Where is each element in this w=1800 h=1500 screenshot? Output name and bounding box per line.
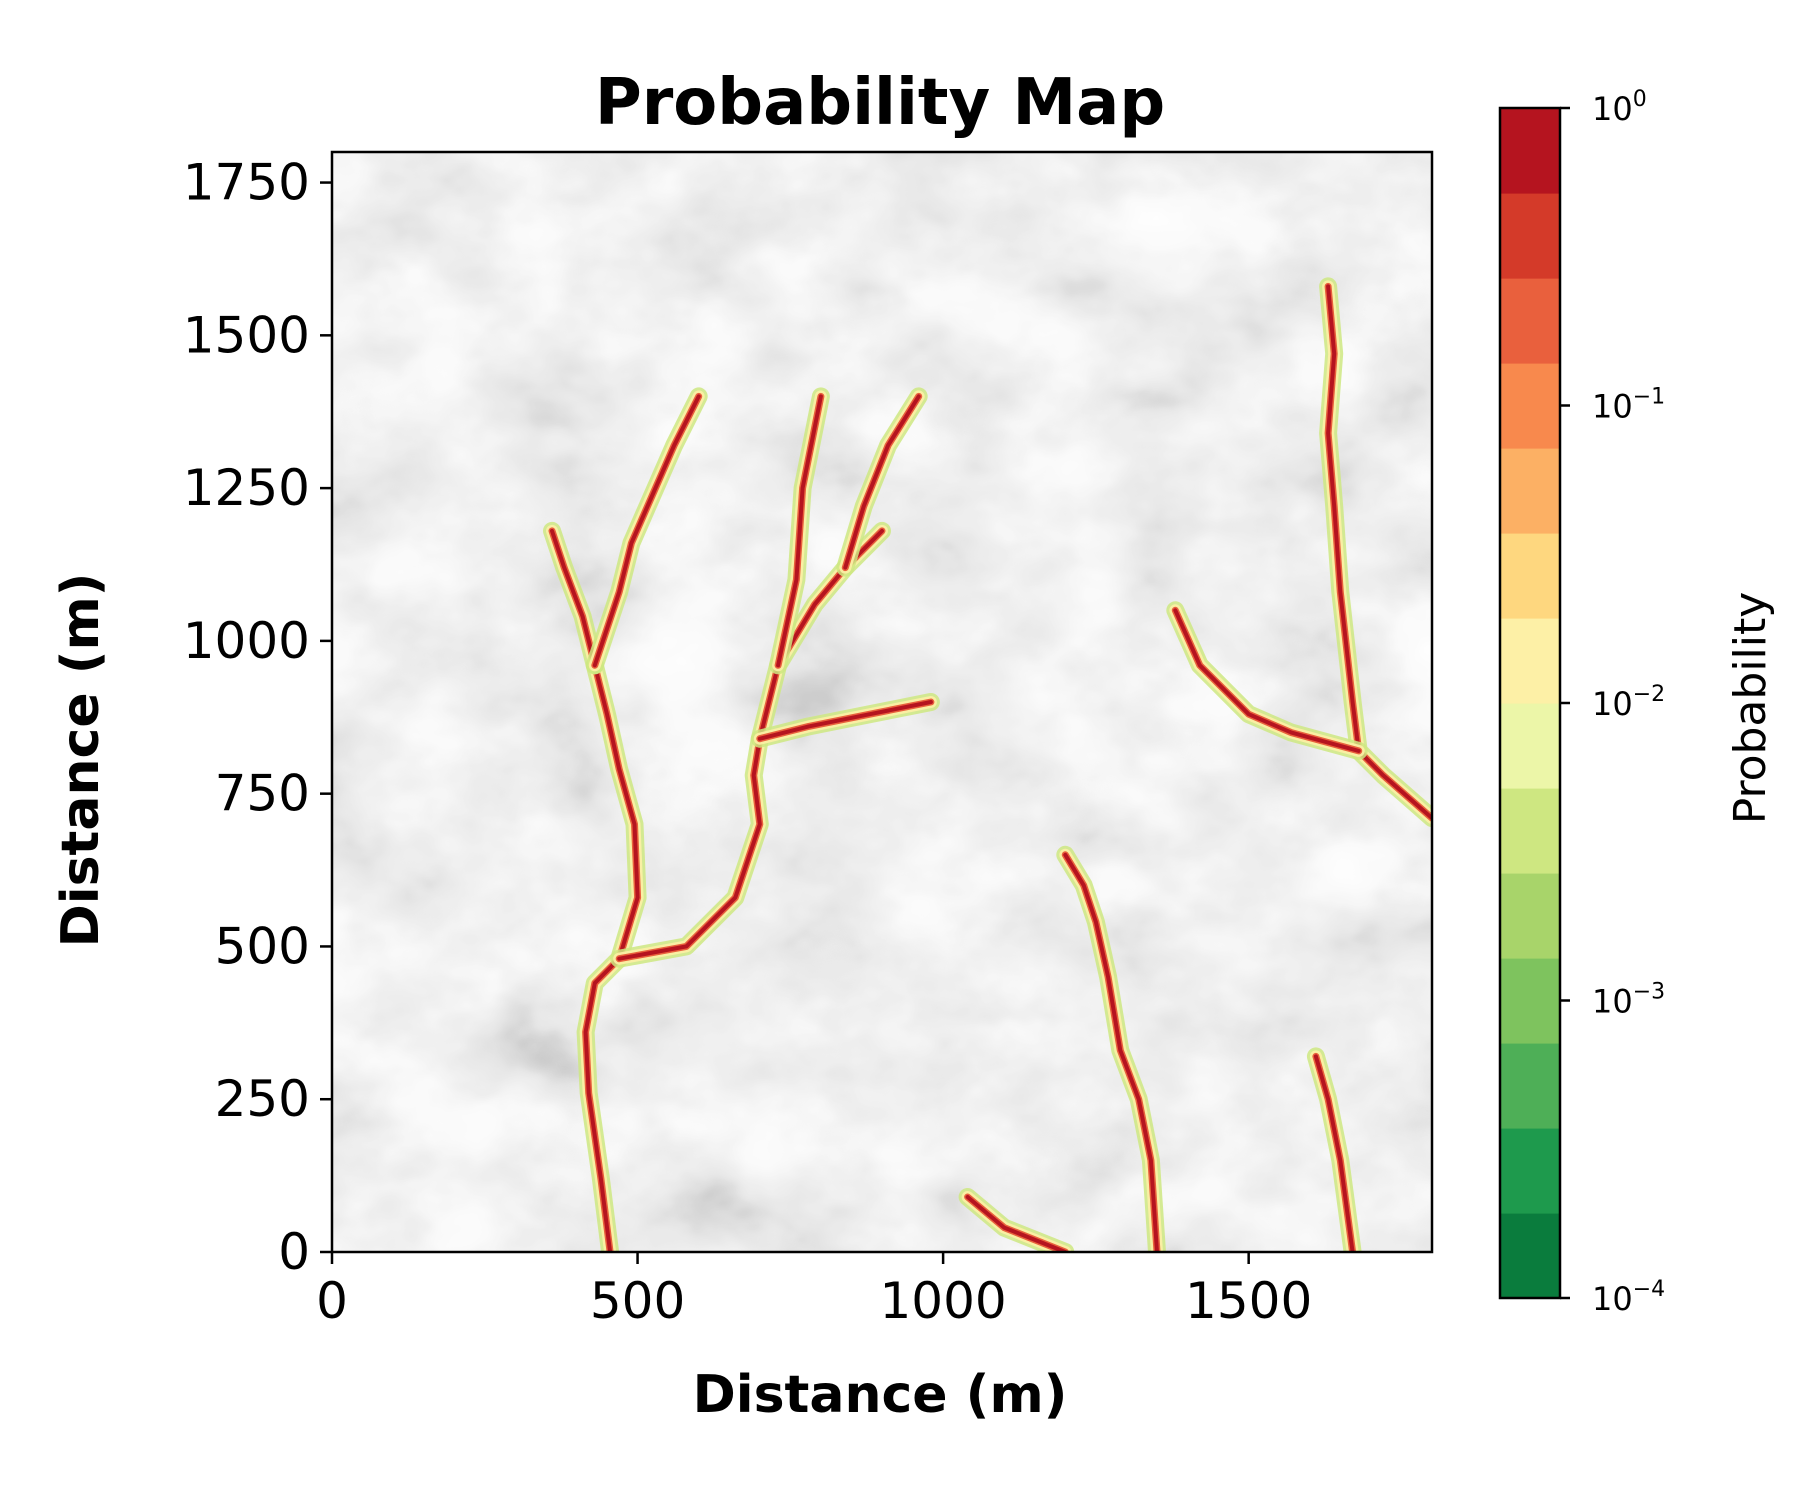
channel-central-upper-layer-3	[843, 394, 921, 570]
x-tick-label: 1500	[1185, 1272, 1312, 1330]
y-tick-label: 250	[215, 1070, 310, 1128]
colorbar-bin	[1500, 1213, 1560, 1299]
y-tick-label: 0	[278, 1223, 310, 1281]
x-tick-label: 0	[316, 1272, 348, 1330]
colorbar-bin	[1500, 193, 1560, 279]
chart-title: Probability Map	[595, 66, 1165, 140]
x-axis: 0 500 1000 1500	[316, 1252, 1312, 1330]
colorbar-tick-label: 10−1	[1592, 385, 1665, 426]
colorbar-bin	[1500, 958, 1560, 1044]
colorbar-tick-label: 10−3	[1592, 980, 1665, 1021]
x-tick-label: 500	[590, 1272, 685, 1330]
colorbar-bin	[1500, 873, 1560, 959]
x-tick-label: 1000	[879, 1272, 1006, 1330]
y-tick-label: 1250	[183, 459, 310, 517]
plot-area	[332, 152, 1432, 1252]
y-axis-label: Distance (m)	[51, 573, 111, 948]
channel-east-tributary-layer-3	[1173, 608, 1361, 753]
channel-central-branch-layer-3	[757, 700, 933, 741]
x-axis-label: Distance (m)	[693, 1365, 1068, 1425]
colorbar-tick-label: 10−4	[1592, 1277, 1665, 1318]
colorbar-bin	[1500, 618, 1560, 704]
colorbar-bin	[1500, 703, 1560, 789]
plot-frame	[330, 150, 1434, 1254]
channel-south-east-layer-3	[1313, 1054, 1355, 1252]
channel-south-west-edge-layer-3	[965, 1195, 1068, 1252]
channel-south-middle-layer-3	[1063, 852, 1159, 1252]
y-tick-label: 750	[215, 765, 310, 823]
hillshade-background	[332, 152, 1432, 1252]
colorbar-bin	[1500, 1128, 1560, 1214]
channel-main-west-upper-layer-3	[550, 528, 597, 668]
y-axis: 0 250 500 750 1000 1250 1500 1750	[183, 154, 332, 1281]
y-tick-label: 500	[215, 917, 310, 975]
colorbar: 10−4 10−3 10−2 10−1 100	[1498, 87, 1665, 1318]
colorbar-bin	[1500, 108, 1560, 194]
colorbar-tick-label: 100	[1592, 87, 1647, 128]
colorbar-bin	[1500, 1043, 1560, 1129]
colorbar-bin	[1500, 363, 1560, 449]
colorbar-bin	[1500, 278, 1560, 364]
colorbar-label: Probability	[1725, 592, 1776, 825]
channel-west-tributary-layer-3	[592, 394, 701, 668]
channel-north-branch-layer-3	[776, 394, 823, 668]
flow-channels	[543, 277, 1432, 1252]
y-tick-label: 1500	[183, 306, 310, 364]
channel-central-layer-3	[617, 528, 884, 961]
colorbar-bin	[1500, 533, 1560, 619]
y-tick-label: 1750	[183, 154, 310, 212]
channel-east-river-layer-3	[1326, 284, 1432, 821]
colorbar-bin	[1500, 448, 1560, 534]
colorbar-tick-label: 10−2	[1592, 682, 1665, 723]
colorbar-bin	[1500, 788, 1560, 874]
y-tick-label: 1000	[183, 612, 310, 670]
